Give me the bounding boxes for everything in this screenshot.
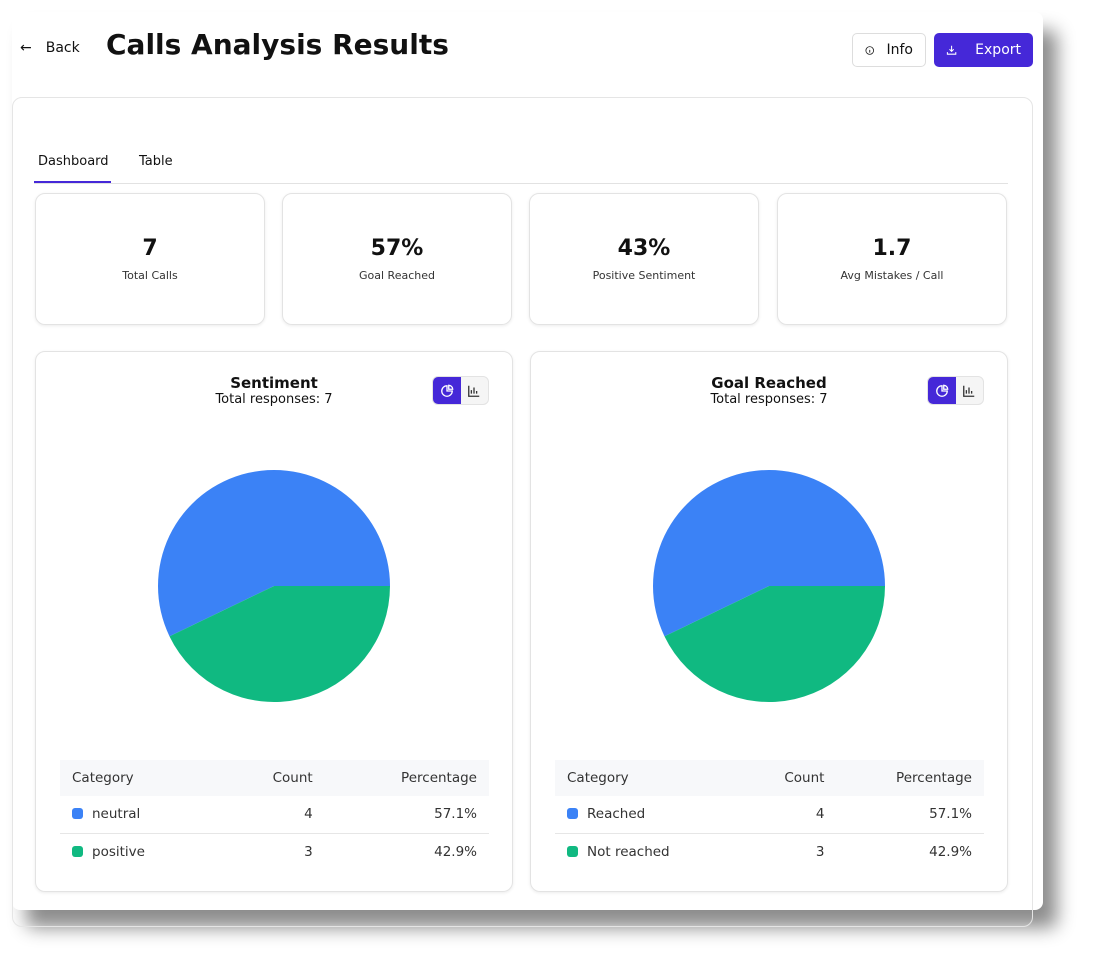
pie-slice-neutral[interactable] [158, 470, 390, 637]
header-count: Count [741, 760, 837, 796]
tab-table[interactable]: Table [139, 154, 173, 169]
header-percentage: Percentage [324, 760, 489, 796]
chart-subtitle: Total responses: 7 [710, 392, 828, 407]
percentage-cell: 42.9% [434, 843, 477, 860]
category-cell: neutral [60, 796, 220, 834]
category-label: neutral [92, 806, 141, 823]
header-count: Count [219, 760, 325, 796]
legend-swatch [567, 845, 578, 857]
info-icon [865, 45, 875, 55]
percentage-cell: 57.1% [324, 796, 489, 834]
bar-chart-button[interactable] [461, 377, 489, 404]
table-row: positive 3 42.9% [60, 833, 489, 870]
stat-card-goal-reached: 57% Goal Reached [282, 193, 512, 325]
legend-swatch [72, 845, 83, 857]
count-cell: 3 [304, 843, 313, 860]
breakdown-table: Category Count Percentage neutral 4 57.1% posi… [60, 760, 489, 870]
category-cell: positive [60, 833, 219, 870]
stat-label: Avg Mistakes / Call [840, 269, 944, 282]
page-title: Calls Analysis Results [106, 28, 449, 61]
stat-value: 1.7 [872, 236, 912, 261]
stat-card-positive-sentiment: 43% Positive Sentiment [529, 193, 759, 325]
tab-bar: Dashboard Table [34, 150, 1008, 184]
pie-chart-icon [440, 384, 454, 397]
header-category: Category [555, 760, 742, 796]
pie-slice-positive[interactable] [169, 586, 390, 702]
header-category: Category [60, 760, 220, 796]
stat-value: 7 [142, 236, 158, 261]
stat-label: Positive Sentiment [592, 269, 696, 282]
count-cell: 3 [815, 843, 825, 860]
category-cell: Not reached [555, 833, 742, 870]
count-cell: 4 [219, 796, 325, 834]
stat-value: 57% [370, 236, 424, 261]
info-label: Info [886, 42, 914, 58]
table-row: neutral 4 57.1% [60, 796, 489, 834]
stat-card-total-calls: 7 Total Calls [35, 193, 265, 325]
percentage-cell: 42.9% [929, 843, 972, 860]
table-header: Category Count Percentage [555, 760, 984, 796]
pie-chart-icon [935, 384, 949, 397]
arrow-left-icon: ← [20, 40, 32, 56]
pie-chart [653, 470, 885, 702]
pie-chart [158, 470, 390, 702]
back-button[interactable]: ← Back [20, 40, 80, 56]
breakdown-table: Category Count Percentage Reached 4 57.1% Not … [555, 760, 984, 870]
table-header: Category Count Percentage [60, 760, 489, 796]
chart-card: Goal Reached Total responses: 7 Category C… [530, 351, 1008, 892]
stat-card-avg-mistakes: 1.7 Avg Mistakes / Call [777, 193, 1007, 325]
bar-chart-icon [468, 385, 480, 397]
table-row: Reached 4 57.1% [555, 796, 984, 834]
bar-chart-icon [963, 385, 975, 397]
chart-card: Sentiment Total responses: 7 Category Coun… [35, 351, 513, 892]
chart-title: Sentiment [230, 374, 318, 392]
pie-slice-reached[interactable] [653, 470, 885, 637]
chart-type-toggle [927, 376, 984, 405]
back-label: Back [45, 40, 80, 56]
pie-chart-button[interactable] [433, 377, 461, 404]
category-label: positive [92, 843, 145, 860]
category-label: Reached [587, 806, 646, 823]
chart-title: Goal Reached [711, 374, 827, 392]
category-label: Not reached [587, 843, 670, 860]
header-percentage: Percentage [836, 760, 984, 796]
table-row: Not reached 3 42.9% [555, 833, 984, 870]
legend-swatch [567, 808, 578, 820]
stat-value: 43% [617, 236, 671, 261]
stat-label: Goal Reached [359, 269, 435, 282]
pie-chart-button[interactable] [928, 377, 956, 404]
pie-slice-not-reached[interactable] [664, 586, 885, 702]
stat-label: Total Calls [122, 269, 178, 282]
percentage-cell: 57.1% [836, 796, 984, 834]
results-panel [12, 97, 1033, 927]
info-button[interactable]: Info [852, 33, 926, 67]
export-label: Export [975, 42, 1021, 58]
legend-swatch [72, 808, 83, 820]
chart-subtitle: Total responses: 7 [215, 392, 333, 407]
bar-chart-button[interactable] [956, 377, 984, 404]
tab-dashboard[interactable]: Dashboard [34, 154, 111, 183]
download-icon [946, 45, 957, 55]
count-cell: 4 [741, 796, 837, 834]
category-cell: Reached [555, 796, 742, 834]
export-button[interactable]: Export [934, 33, 1033, 67]
chart-type-toggle [432, 376, 489, 405]
